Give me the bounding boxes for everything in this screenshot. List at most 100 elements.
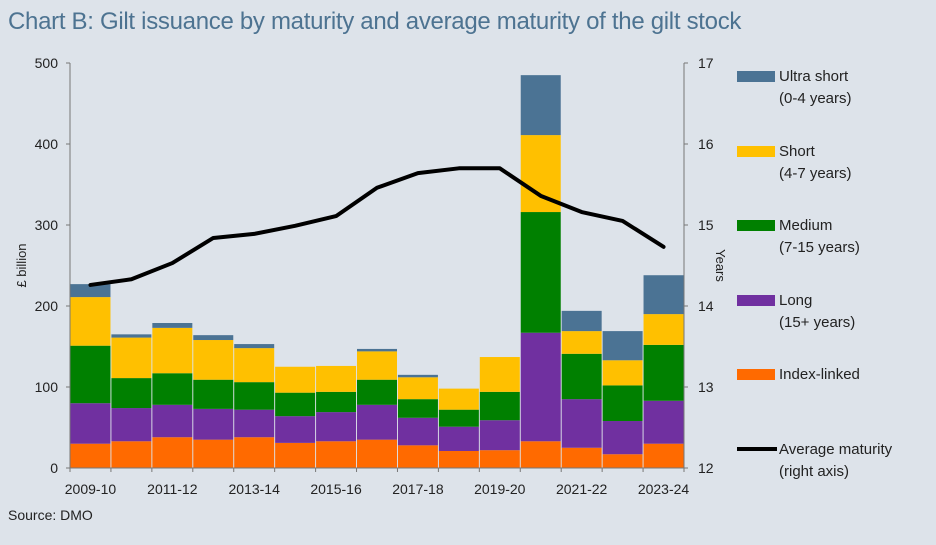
bar-segment — [643, 344, 684, 401]
legend-label-sub: (15+ years) — [779, 314, 855, 331]
bar-segment — [602, 421, 643, 455]
bar-segment — [397, 399, 438, 418]
legend: Ultra short (0-4 years) Short (4-7 years) Me… — [737, 68, 893, 480]
bar-segment — [643, 275, 684, 315]
bar-segment — [70, 284, 111, 298]
average-maturity-point — [581, 211, 583, 213]
bar-segment — [234, 437, 275, 468]
left-axis-tick-label: 100 — [35, 379, 59, 395]
bar-segment — [397, 417, 438, 446]
bar-segment — [193, 340, 234, 380]
legend-label-sub: (0-4 years) — [779, 90, 852, 107]
bar-segment — [479, 391, 520, 421]
bar-segment — [643, 443, 684, 468]
bar-segment — [234, 344, 275, 349]
bar-segment — [561, 310, 602, 332]
bar-segment — [70, 403, 111, 444]
average-maturity-line — [88, 166, 666, 287]
legend-label-sub: (4-7 years) — [779, 165, 852, 182]
x-axis-tick-label: 2017-18 — [392, 481, 444, 497]
bar-segment — [520, 75, 561, 136]
bar-segment — [561, 447, 602, 468]
bar-segment — [275, 392, 316, 417]
right-axis-tick-label: 13 — [698, 379, 714, 395]
average-maturity-point — [253, 233, 255, 235]
bar-segment — [152, 327, 193, 374]
average-maturity-point — [376, 187, 378, 189]
legend-swatch — [737, 369, 775, 380]
bar-segment — [643, 314, 684, 345]
bar-segment — [316, 441, 357, 468]
bar-segment — [357, 351, 397, 380]
bar-segment — [193, 408, 234, 440]
source-note: Source: DMO — [8, 507, 93, 523]
bar-segment — [561, 353, 602, 400]
average-maturity-point — [622, 220, 624, 222]
x-axis-tick-label: 2021-22 — [556, 481, 608, 497]
bar-segment — [479, 357, 520, 392]
legend-label: Short — [779, 143, 816, 160]
bar-segment — [357, 404, 397, 440]
bar-segment — [397, 377, 438, 400]
bar-segment — [111, 408, 152, 442]
average-maturity-point — [335, 215, 337, 217]
bar-segment — [234, 409, 275, 438]
bar-segment — [316, 412, 357, 442]
average-maturity-point — [499, 167, 501, 169]
bar-segment — [193, 439, 234, 468]
bar-segment — [602, 360, 643, 386]
legend-label: Ultra short — [779, 68, 849, 85]
average-maturity-point — [171, 262, 173, 264]
x-axis-tick-label: 2023-24 — [638, 481, 690, 497]
bar-segment — [357, 439, 397, 468]
left-axis-tick-label: 400 — [35, 136, 59, 152]
bar-segment — [520, 441, 561, 468]
x-axis-tick-label: 2011-12 — [147, 481, 198, 497]
bar-segment — [70, 443, 111, 468]
left-axis-tick-label: 300 — [35, 217, 59, 233]
right-axis-tick-label: 16 — [698, 136, 714, 152]
right-axis-title: Years — [713, 249, 728, 282]
bar-segment — [357, 348, 397, 352]
average-maturity-point — [417, 172, 419, 174]
legend-label: Medium — [779, 217, 832, 234]
left-axis-title: £ billion — [14, 243, 29, 287]
bar-segment — [275, 442, 316, 468]
bar-segment — [479, 450, 520, 468]
bar-segment — [193, 335, 234, 341]
bar-segment — [438, 426, 479, 451]
bar-segment — [438, 450, 479, 468]
bar-segment — [561, 399, 602, 448]
right-axis-tick-label: 14 — [698, 298, 714, 314]
bar-segment — [602, 454, 643, 468]
bar-segment — [357, 379, 397, 405]
bar-segment — [643, 400, 684, 444]
bar-segment — [602, 385, 643, 422]
legend-swatch — [737, 146, 775, 157]
bar-segment — [152, 323, 193, 328]
bars-layer — [70, 75, 684, 468]
average-maturity-point — [294, 225, 296, 227]
x-axis-tick-label: 2019-20 — [474, 481, 526, 497]
average-maturity-point — [458, 167, 460, 169]
average-maturity-point — [130, 278, 132, 280]
bar-segment — [479, 420, 520, 451]
bar-segment — [152, 373, 193, 405]
bar-segment — [111, 441, 152, 468]
bar-segment — [234, 348, 275, 383]
bar-segment — [152, 437, 193, 468]
bar-segment — [275, 366, 316, 393]
bar-segment — [316, 365, 357, 392]
bar-segment — [520, 212, 561, 333]
bar-segment — [193, 379, 234, 409]
legend-swatch — [737, 295, 775, 306]
legend-swatch — [737, 220, 775, 231]
bar-segment — [397, 445, 438, 468]
bar-segment — [111, 337, 152, 379]
bar-segment — [602, 331, 643, 361]
average-maturity-point — [663, 246, 665, 248]
legend-label: Index-linked — [779, 366, 860, 383]
bar-segment — [438, 388, 479, 410]
average-maturity-point — [212, 237, 214, 239]
